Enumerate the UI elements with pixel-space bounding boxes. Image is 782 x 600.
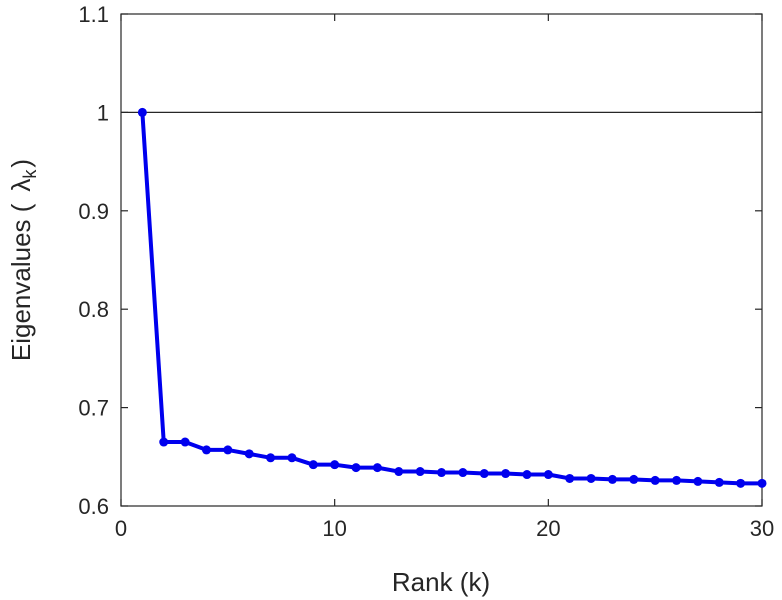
data-point — [543, 470, 553, 480]
data-point — [244, 449, 254, 459]
data-point — [565, 473, 575, 483]
y-axis-label-symbol: λ — [6, 179, 36, 192]
data-point — [607, 474, 617, 484]
data-point — [223, 445, 233, 455]
data-point — [394, 467, 404, 477]
data-point — [586, 473, 596, 483]
data-point — [266, 453, 276, 463]
data-point — [201, 445, 211, 455]
data-point — [629, 474, 639, 484]
y-tick-label: 0.8 — [78, 297, 109, 322]
data-point — [522, 470, 532, 480]
y-axis-label-subscript: k — [20, 169, 40, 179]
data-point — [650, 475, 660, 485]
x-tick-label: 30 — [750, 516, 774, 541]
data-point — [672, 475, 682, 485]
data-point — [714, 477, 724, 487]
y-tick-label: 0.6 — [78, 494, 109, 519]
y-axis-ticks: 0.6 0.7 0.8 0.9 1 1.1 — [78, 2, 762, 519]
data-point — [501, 469, 511, 479]
x-tick-label: 0 — [115, 516, 127, 541]
data-point — [736, 478, 746, 488]
data-point — [351, 463, 361, 473]
data-point — [479, 469, 489, 479]
data-point — [330, 460, 340, 470]
y-axis-label: Eigenvalues ( λk) — [6, 159, 40, 361]
y-axis-label-main: Eigenvalues ( — [6, 203, 36, 361]
data-point — [757, 478, 767, 488]
x-axis-label: Rank (k) — [392, 567, 490, 597]
y-tick-label: 0.7 — [78, 396, 109, 421]
y-tick-label: 1.1 — [78, 2, 109, 27]
data-point — [180, 437, 190, 447]
y-axis-label-close: ) — [6, 159, 36, 168]
data-point — [693, 476, 703, 486]
series-line — [140, 110, 764, 486]
y-tick-label: 1 — [97, 100, 109, 125]
x-tick-label: 10 — [322, 516, 346, 541]
plot-box — [120, 13, 763, 507]
data-point — [415, 467, 425, 477]
data-point — [159, 437, 169, 447]
data-point — [458, 468, 468, 478]
x-axis-ticks: 0 10 20 30 — [115, 14, 774, 541]
data-point — [437, 468, 446, 478]
data-point — [287, 453, 297, 463]
series-group — [137, 107, 767, 488]
data-point — [308, 460, 318, 470]
y-tick-label: 0.9 — [78, 199, 109, 224]
data-point — [137, 107, 147, 117]
plot-frame — [120, 13, 763, 507]
data-point — [372, 463, 382, 473]
x-tick-label: 20 — [536, 516, 560, 541]
